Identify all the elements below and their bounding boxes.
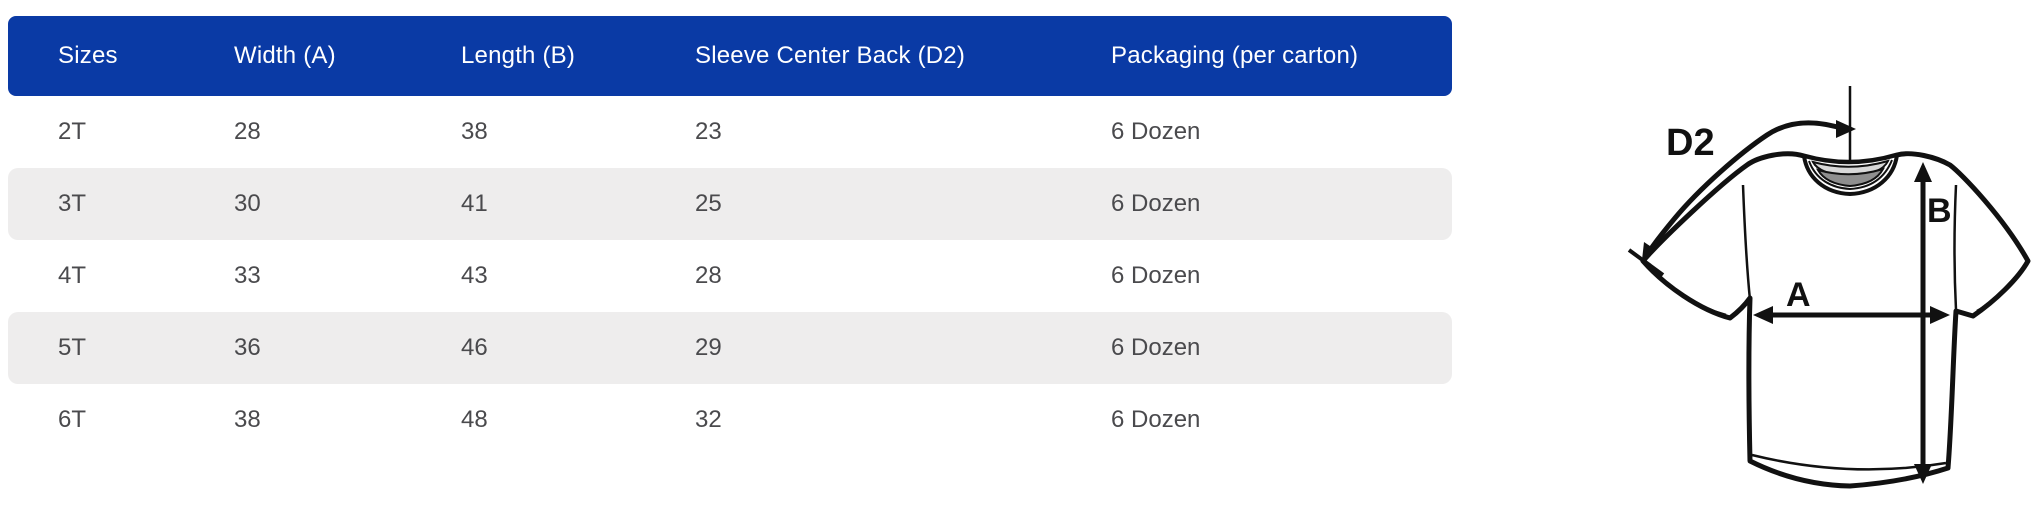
cell-packaging-per-carton: 6 Dozen <box>1111 334 1201 361</box>
cell-sleeve-center-back-d2: 25 <box>695 190 722 217</box>
cell-width-a: 30 <box>234 190 261 217</box>
cell-sizes: 6T <box>58 406 87 433</box>
cell-length-b: 41 <box>461 190 488 217</box>
cell-packaging-per-carton: 6 Dozen <box>1111 190 1201 217</box>
column-header-width-a: Width (A) <box>234 42 336 69</box>
label-d2: D2 <box>1666 122 1715 164</box>
table-row-3t: 3T 30 41 25 6 Dozen <box>8 168 1452 240</box>
cell-width-a: 28 <box>234 118 261 145</box>
cell-length-b: 43 <box>461 262 488 289</box>
tshirt-measurement-diagram: D2 B A <box>1580 58 2040 520</box>
column-header-length-b: Length (B) <box>461 42 576 69</box>
table-row-2t: 2T 28 38 23 6 Dozen <box>8 96 1452 168</box>
cell-sizes: 4T <box>58 262 87 289</box>
cell-width-a: 33 <box>234 262 261 289</box>
cell-sizes: 5T <box>58 334 87 361</box>
tshirt-outline <box>1640 151 2031 489</box>
cell-packaging-per-carton: 6 Dozen <box>1111 118 1201 145</box>
cell-sizes: 3T <box>58 190 87 217</box>
column-header-sleeve-center-back-d2: Sleeve Center Back (D2) <box>695 42 966 69</box>
cell-length-b: 38 <box>461 118 488 145</box>
cell-length-b: 48 <box>461 406 488 433</box>
column-header-packaging-per-carton: Packaging (per carton) <box>1111 42 1359 69</box>
table-body: 2T 28 38 23 6 Dozen 3T 30 41 25 6 Dozen 4T 33 43 28 6 … <box>8 96 1452 456</box>
cell-sleeve-center-back-d2: 29 <box>695 334 722 361</box>
cell-length-b: 46 <box>461 334 488 361</box>
width-arrow <box>1753 306 1950 324</box>
tshirt-illustration: D2 B A <box>1627 86 2031 489</box>
label-a: A <box>1786 276 1811 314</box>
column-header-sizes: Sizes <box>58 42 118 69</box>
table-row-4t: 4T 33 43 28 6 Dozen <box>8 240 1452 312</box>
sleeve-arrow <box>1627 120 1856 277</box>
cell-sleeve-center-back-d2: 32 <box>695 406 722 433</box>
label-b: B <box>1927 192 1952 230</box>
cell-sleeve-center-back-d2: 23 <box>695 118 722 145</box>
collar <box>1802 153 1899 196</box>
cell-width-a: 38 <box>234 406 261 433</box>
size-chart-table: Sizes Width (A) Length (B) Sleeve Center Ba… <box>8 16 1452 456</box>
cell-width-a: 36 <box>234 334 261 361</box>
table-row-6t: 6T 38 48 32 6 Dozen <box>8 384 1452 456</box>
cell-sizes: 2T <box>58 118 87 145</box>
length-arrow <box>1914 162 1932 484</box>
table-header-row: Sizes Width (A) Length (B) Sleeve Center Ba… <box>8 16 1452 96</box>
cell-packaging-per-carton: 6 Dozen <box>1111 406 1201 433</box>
table-row-5t: 5T 36 46 29 6 Dozen <box>8 312 1452 384</box>
cell-packaging-per-carton: 6 Dozen <box>1111 262 1201 289</box>
cell-sleeve-center-back-d2: 28 <box>695 262 722 289</box>
